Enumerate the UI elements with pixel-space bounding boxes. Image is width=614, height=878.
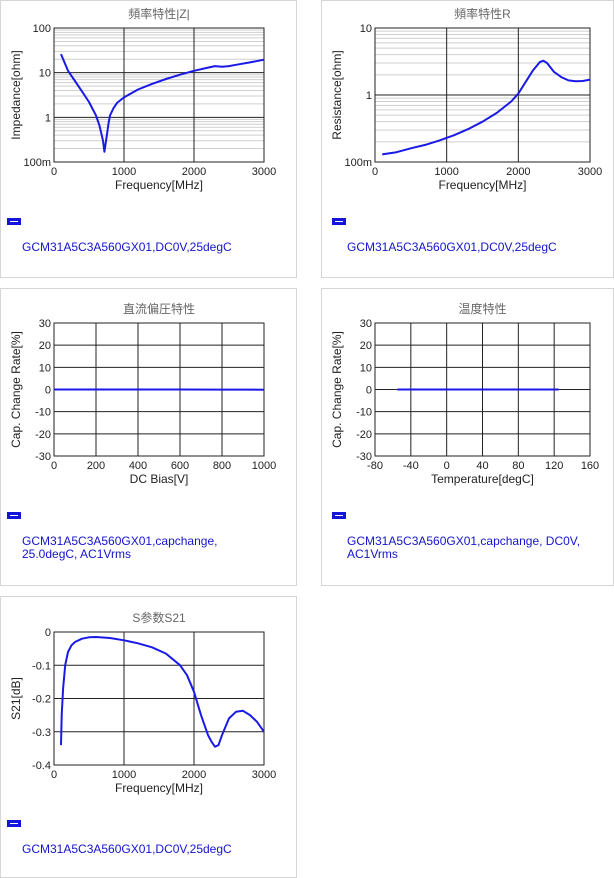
x-tick-label: 800	[213, 460, 231, 472]
y-axis-label: Impedance[ohm]	[9, 50, 23, 139]
y-tick-label: 10	[39, 362, 51, 374]
y-tick-label: 1	[45, 112, 51, 124]
series-line	[60, 636, 265, 748]
legend-temperature[interactable]: GCM31A5C3A560GX01,capchange, DC0V, AC1Vr…	[332, 509, 612, 574]
chart-panel-impedance: 頻率特性|Z| 100m 1 10 100 0 1000 2000 3000 Frequency[…	[0, 0, 297, 278]
x-tick-label: -80	[367, 460, 383, 472]
y-tick-label: -20	[356, 429, 372, 441]
y-tick-label: 30	[360, 318, 372, 330]
y-tick-label: -10	[35, 407, 51, 419]
plot-frame	[374, 322, 591, 457]
y-tick-label: 20	[360, 340, 372, 352]
y-axis-label: Cap. Change Rate[%]	[330, 331, 344, 448]
y-tick-label: 10	[360, 362, 372, 374]
y-tick-label: 10	[360, 23, 372, 35]
y-axis-label: Resistance[ohm]	[330, 50, 344, 139]
x-tick-label: 3000	[252, 166, 276, 178]
x-axis-label: Temperature[degC]	[431, 472, 534, 486]
x-tick-label: 1000	[112, 166, 136, 178]
legend-swatch-icon	[332, 512, 346, 519]
y-tick-label: 100	[33, 23, 51, 35]
legend-label: GCM31A5C3A560GX01,capchange, 25.0degC, A…	[22, 534, 218, 561]
x-tick-label: 200	[87, 460, 105, 472]
x-axis-label: Frequency[MHz]	[115, 781, 203, 795]
series-line	[382, 59, 591, 156]
chart-title: 頻率特性|Z|	[128, 6, 190, 21]
plot-frame	[374, 27, 591, 163]
x-tick-label: 0	[51, 460, 57, 472]
y-axis-label: S21[dB]	[9, 677, 23, 720]
x-tick-label: 2000	[506, 166, 530, 178]
y-tick-label: 100m	[344, 157, 372, 169]
legend-label: GCM31A5C3A560GX01,DC0V,25degC	[22, 842, 232, 856]
y-tick-label: 1	[366, 90, 372, 102]
legend-resistance[interactable]: GCM31A5C3A560GX01,DC0V,25degC	[332, 215, 610, 267]
x-tick-label: 0	[51, 166, 57, 178]
x-tick-label: 2000	[182, 769, 206, 781]
plot-frame	[53, 631, 265, 766]
chart-title: S参数S21	[132, 610, 186, 625]
y-tick-label: -0.2	[32, 694, 51, 706]
s21-chart: S参数S21 -0.4 -0.3 -0.2 -0.1 0 0 1000 2000 3000 Freq…	[9, 610, 276, 795]
series-line	[60, 53, 265, 153]
chart-panel-temperature: 温度特性 -30 -20 -10 0 10 20 30 -80 -40 0 40 80 120 160 Tem…	[321, 288, 614, 586]
legend-s21[interactable]: GCM31A5C3A560GX01,DC0V,25degC	[7, 817, 292, 869]
x-tick-label: 3000	[252, 769, 276, 781]
y-axis-label: Cap. Change Rate[%]	[9, 331, 23, 448]
x-tick-label: 160	[581, 460, 599, 472]
x-tick-label: 1000	[434, 166, 458, 178]
y-tick-label: 0	[45, 385, 51, 397]
x-axis-label: DC Bias[V]	[130, 472, 189, 486]
chart-title: 頻率特性R	[454, 6, 511, 21]
legend-label: GCM31A5C3A560GX01,DC0V,25degC	[22, 240, 232, 254]
y-tick-label: -30	[356, 451, 372, 463]
y-tick-label: 0	[45, 627, 51, 639]
x-tick-label: 3000	[578, 166, 602, 178]
x-tick-label: 0	[444, 460, 450, 472]
chart-panel-resistance: 頻率特性R 100m 1 10 0 1000 2000 3000 Frequency[MHz] R…	[321, 0, 614, 278]
legend-swatch-icon	[7, 218, 21, 225]
y-tick-label: 100m	[23, 157, 51, 169]
legend-swatch-icon	[7, 512, 21, 519]
y-tick-label: -10	[356, 407, 372, 419]
x-tick-label: 80	[512, 460, 524, 472]
x-axis-label: Frequency[MHz]	[438, 178, 526, 192]
y-tick-label: 0	[366, 385, 372, 397]
legend-label: GCM31A5C3A560GX01,DC0V,25degC	[347, 240, 557, 254]
y-tick-label: -30	[35, 451, 51, 463]
y-tick-label: 30	[39, 318, 51, 330]
legend-label: GCM31A5C3A560GX01,capchange, DC0V, AC1Vr…	[347, 534, 581, 561]
legend-swatch-icon	[7, 820, 21, 827]
x-axis-label: Frequency[MHz]	[115, 178, 203, 192]
legend-dc-bias[interactable]: GCM31A5C3A560GX01,capchange, 25.0degC, A…	[7, 509, 292, 574]
x-tick-label: 0	[51, 769, 57, 781]
x-tick-label: 120	[545, 460, 563, 472]
x-tick-label: 0	[372, 166, 378, 178]
y-tick-label: -20	[35, 429, 51, 441]
chart-panel-dc-bias: 直流偏圧特性 -30 -20 -10 0 10 20 30 0 200 400 600 800 1000 D…	[0, 288, 297, 586]
y-tick-label: 10	[39, 68, 51, 80]
legend-impedance[interactable]: GCM31A5C3A560GX01,DC0V,25degC	[7, 215, 292, 267]
x-tick-label: 400	[129, 460, 147, 472]
x-tick-label: 1000	[252, 460, 276, 472]
y-tick-label: -0.1	[32, 660, 51, 672]
chart-title: 温度特性	[458, 301, 506, 316]
chart-title: 直流偏圧特性	[123, 301, 195, 316]
y-tick-label: -0.4	[32, 760, 51, 772]
x-tick-label: 40	[476, 460, 488, 472]
x-tick-label: 1000	[112, 769, 136, 781]
legend-swatch-icon	[332, 218, 346, 225]
chart-panel-s21: S参数S21 -0.4 -0.3 -0.2 -0.1 0 0 1000 2000 3000 Freq…	[0, 596, 297, 878]
resistance-chart: 頻率特性R 100m 1 10 0 1000 2000 3000 Frequency[MHz] R…	[330, 6, 602, 192]
x-tick-label: 2000	[182, 166, 206, 178]
y-tick-label: -0.3	[32, 727, 51, 739]
x-tick-label: 600	[171, 460, 189, 472]
dc-bias-chart: 直流偏圧特性 -30 -20 -10 0 10 20 30 0 200 400 600 800 1000 D…	[9, 301, 276, 486]
temperature-chart: 温度特性 -30 -20 -10 0 10 20 30 -80 -40 0 40 80 120 160 Tem…	[330, 301, 599, 486]
y-tick-label: 20	[39, 340, 51, 352]
x-tick-label: -40	[403, 460, 419, 472]
plot-frame	[53, 27, 265, 163]
